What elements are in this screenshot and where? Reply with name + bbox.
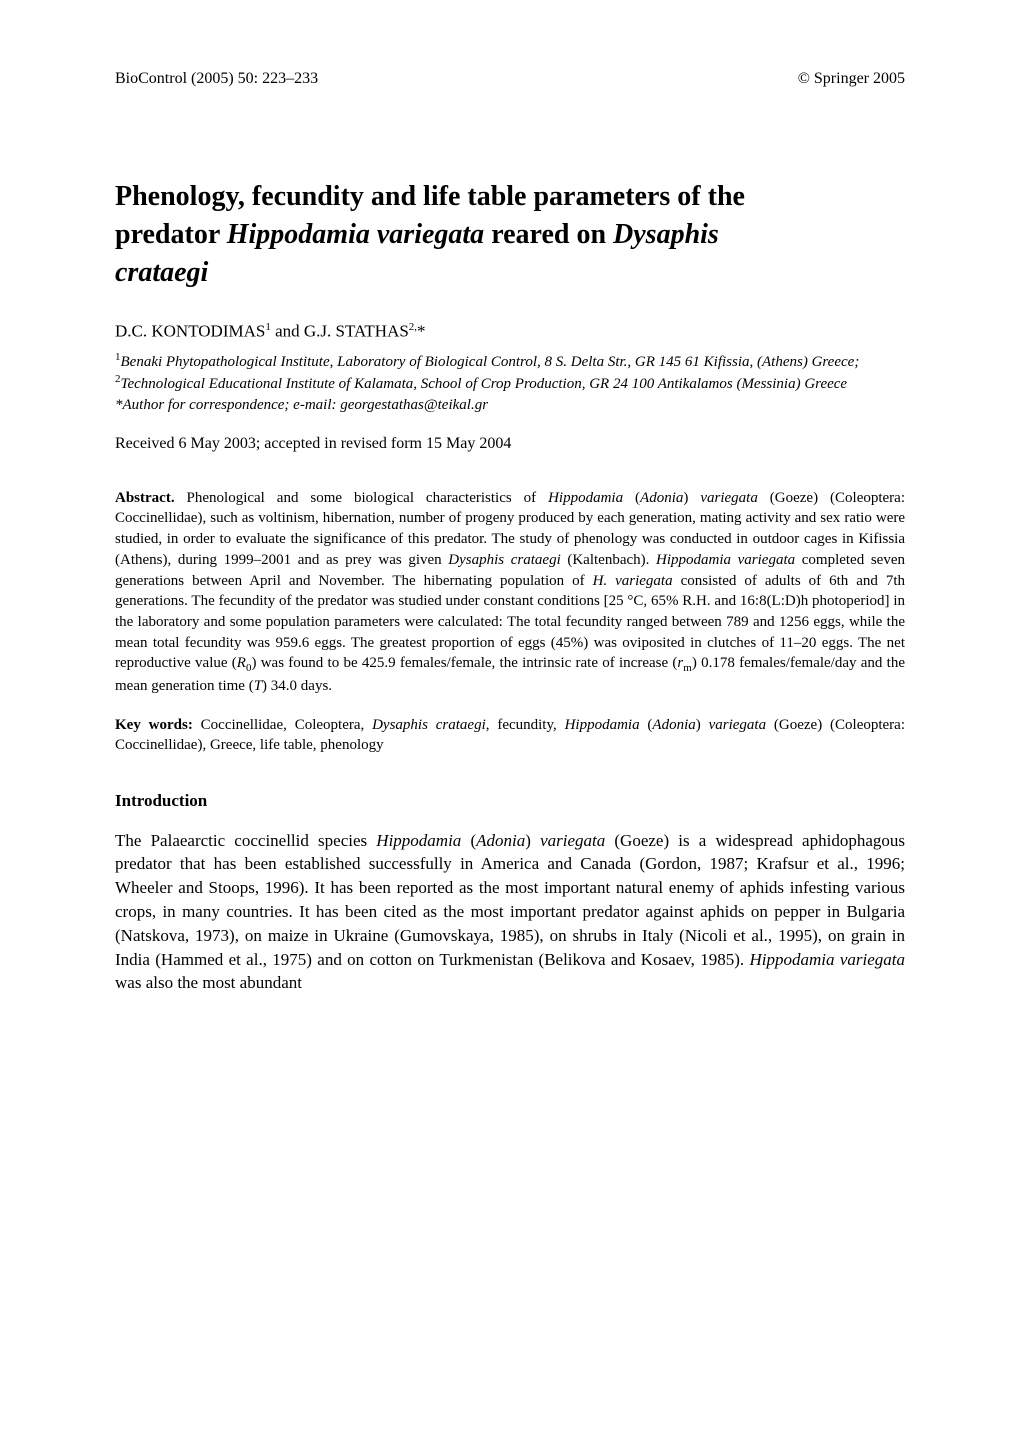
- title-species1: Hippodamia variegata: [227, 219, 484, 250]
- title-species3: crataegi: [115, 257, 208, 288]
- authors-and: and: [271, 322, 304, 341]
- author-1: D.C. KONTODIMAS: [115, 322, 265, 341]
- body-t1c: ): [525, 831, 540, 850]
- keywords-i1: Dysaphis crataegi: [372, 717, 486, 733]
- keywords-t2: , fecundity,: [486, 717, 565, 733]
- abstract-i6: R: [237, 655, 246, 671]
- abstract-t1: Phenological and some biological charact…: [175, 490, 549, 506]
- body-t3: was also the most abundant: [115, 973, 302, 992]
- body-i1: Hippodamia: [376, 831, 461, 850]
- abstract-i1b: Adonia: [640, 490, 683, 506]
- abstract-i3: Dysaphis crataegi: [448, 552, 560, 568]
- journal-ref: BioControl (2005) 50: 223–233: [115, 70, 318, 88]
- correspondence: *Author for correspondence; e-mail: geor…: [115, 397, 488, 413]
- abstract-t1b: (: [623, 490, 640, 506]
- keywords-i3: variegata: [709, 717, 767, 733]
- title-line1: Phenology, fecundity and life table para…: [115, 181, 745, 212]
- abstract-t3: (Kaltenbach).: [561, 552, 656, 568]
- keywords-i2b: Adonia: [652, 717, 695, 733]
- body-t1b: (: [461, 831, 476, 850]
- body-i2: variegata: [540, 831, 605, 850]
- header-line: BioControl (2005) 50: 223–233 © Springer…: [115, 70, 905, 88]
- abstract-i2: variegata: [700, 490, 758, 506]
- keywords-label: Key words:: [115, 717, 193, 733]
- body-i1b: Adonia: [476, 831, 525, 850]
- keywords-t2c: ): [696, 717, 709, 733]
- article-title: Phenology, fecundity and life table para…: [115, 178, 905, 291]
- body-i3: Hippodamia variegata: [750, 950, 906, 969]
- keywords-i2: Hippodamia: [565, 717, 640, 733]
- body-t1: The Palaearctic coccinellid species: [115, 831, 376, 850]
- abstract-t6: ) was found to be 425.9 females/female, …: [251, 655, 677, 671]
- abstract-t8: ) 34.0 days.: [262, 678, 332, 694]
- abstract-sub2: m: [683, 662, 692, 674]
- body-t2: (Goeze) is a widespread aphidophagous pr…: [115, 831, 905, 969]
- affiliations: 1Benaki Phytopathological Institute, Lab…: [115, 350, 905, 415]
- abstract-label: Abstract.: [115, 490, 175, 506]
- copyright: © Springer 2005: [798, 70, 905, 88]
- abstract-i4: Hippodamia variegata: [656, 552, 795, 568]
- abstract-i5: H. variegata: [593, 573, 673, 589]
- title-species2: Dysaphis: [613, 219, 719, 250]
- abstract: Abstract. Phenological and some biologic…: [115, 488, 905, 697]
- title-line2-mid: reared on: [484, 219, 613, 250]
- abstract-i8: T: [254, 678, 262, 694]
- introduction-paragraph: The Palaearctic coccinellid species Hipp…: [115, 829, 905, 996]
- affiliation-1: Benaki Phytopathological Institute, Labo…: [121, 354, 860, 370]
- abstract-t1c: ): [683, 490, 700, 506]
- affiliation-2: Technological Educational Institute of K…: [121, 376, 848, 392]
- author-2-sup: 2,: [409, 321, 417, 333]
- received-dates: Received 6 May 2003; accepted in revised…: [115, 435, 905, 453]
- keywords-t2b: (: [640, 717, 653, 733]
- title-line2-pre: predator: [115, 219, 227, 250]
- authors-line: D.C. KONTODIMAS1 and G.J. STATHAS2,*: [115, 321, 905, 342]
- author-2-asterisk: *: [417, 322, 426, 341]
- keywords-t1: Coccinellidae, Coleoptera,: [193, 717, 372, 733]
- keywords: Key words: Coccinellidae, Coleoptera, Dy…: [115, 715, 905, 756]
- author-2: G.J. STATHAS: [304, 322, 409, 341]
- introduction-heading: Introduction: [115, 791, 905, 811]
- abstract-i1: Hippodamia: [548, 490, 623, 506]
